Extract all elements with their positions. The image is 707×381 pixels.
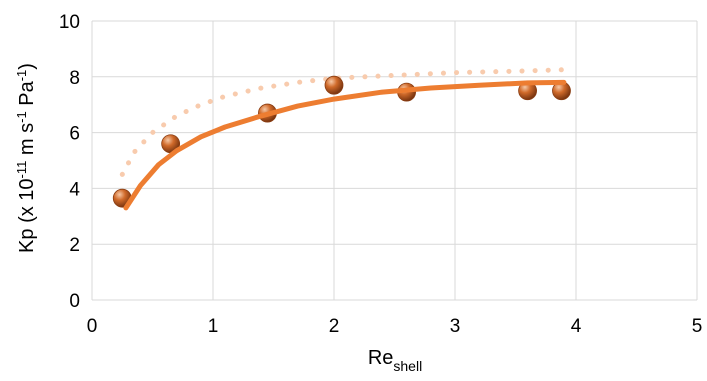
y-tick-label: 4 [69, 179, 80, 200]
x-tick-label: 4 [571, 316, 582, 337]
solid-fit-curve [123, 79, 567, 211]
tick-labels: 0 2 4 6 8 10 0 1 2 3 4 5 [59, 12, 702, 337]
y-axis-label: Kp (x 10-11 m s-1 Pa-1) [14, 63, 39, 253]
data-marks [112, 67, 571, 211]
y-tick-label: 10 [59, 12, 80, 33]
y-tick-label: 0 [69, 291, 80, 312]
dotted-fit-curve [119, 67, 564, 177]
data-point [324, 75, 344, 95]
y-tick-label: 2 [69, 235, 80, 256]
x-axis-label: Reshell [368, 347, 422, 374]
x-tick-label: 5 [692, 316, 703, 337]
x-tick-label: 2 [329, 316, 340, 337]
gridlines [91, 20, 698, 301]
x-tick-label: 3 [450, 316, 461, 337]
x-tick-label: 1 [208, 316, 219, 337]
y-tick-label: 6 [69, 124, 80, 145]
y-tick-label: 8 [69, 68, 80, 89]
x-tick-label: 0 [87, 316, 98, 337]
